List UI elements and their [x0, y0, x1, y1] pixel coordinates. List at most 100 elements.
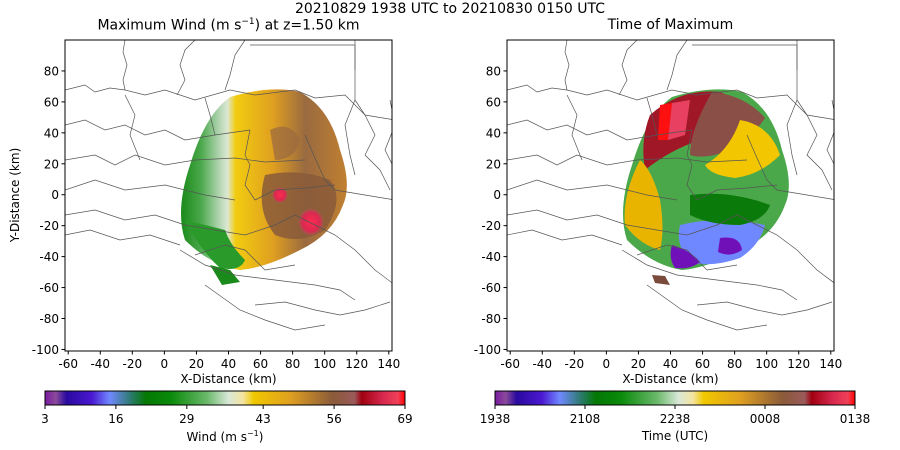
time-region-brown: [690, 92, 765, 157]
map-boundary: [384, 99, 392, 165]
map-boundary: [65, 119, 251, 141]
colorbar-tick-label: 3: [41, 412, 49, 426]
map-boundary: [806, 114, 833, 191]
wind-field-outlier: [210, 265, 240, 285]
y-tick-label: -40: [39, 250, 59, 264]
x-tick-label: -60: [500, 357, 520, 371]
y-tick-label: 60: [44, 95, 59, 109]
map-boundary: [847, 40, 849, 70]
wind-field-brown-north: [270, 126, 300, 160]
colorbar-time: [494, 390, 856, 406]
x-tick-label: 120: [345, 357, 368, 371]
map-boundary: [65, 84, 366, 116]
y-tick-label: -60: [481, 281, 501, 295]
map-boundary: [507, 154, 748, 166]
map-boundary: [736, 214, 834, 284]
colorbar-label-wind: Wind (m s−1): [45, 429, 405, 444]
time-region-purple: [670, 245, 700, 269]
map-boundary: [786, 99, 798, 176]
title-sup: −1: [241, 17, 255, 27]
x-tick-label: 120: [787, 357, 810, 371]
axis-ticks: -60 -40 -20 0 20 40 60 80 100 120 140806040200-20-…: [32, 64, 842, 371]
y-tick-label: -20: [39, 219, 59, 233]
colorbar-wind: [44, 390, 406, 406]
map-boundary: [507, 84, 808, 116]
time-region-outlier: [652, 275, 670, 285]
colorbar-ticks: 3 16 29 43 56 69 1938 2108 2238 0008 0138: [41, 405, 870, 426]
y-tick-label: 0: [493, 188, 501, 202]
map-boundary: [176, 40, 196, 96]
y-tick-label: -60: [39, 281, 59, 295]
map-boundary: [254, 184, 336, 201]
x-tick-label: 40: [221, 357, 236, 371]
time-region-yellow-east: [705, 120, 780, 178]
map-boundary: [65, 229, 181, 246]
x-tick-label: 100: [313, 357, 336, 371]
y-tick-label: 0: [51, 188, 59, 202]
x-tick-label: -40: [90, 357, 110, 371]
colorbar-tick-label: 56: [326, 412, 341, 426]
wind-max-2: [298, 208, 324, 236]
map-boundary: [254, 301, 391, 316]
y-tick-label: -20: [481, 219, 501, 233]
colorbar-tick-label: 0008: [750, 412, 781, 426]
map-boundary: [122, 40, 128, 91]
colorbar-tick-label: 43: [256, 412, 271, 426]
x-tick-label: 80: [727, 357, 742, 371]
colorbar-tick-label: 1938: [480, 412, 511, 426]
map-boundary: [194, 244, 296, 271]
map-boundary: [507, 229, 623, 246]
time-field: [623, 89, 789, 285]
colorbar-label-time: Time (UTC): [641, 429, 709, 443]
y-tick-label: -40: [481, 250, 501, 264]
map-boundary: [566, 94, 583, 161]
map-boundary: [686, 129, 698, 201]
map-boundary: [244, 129, 256, 201]
wind-field-brown-core: [261, 172, 337, 239]
map-boundary: [564, 40, 570, 91]
x-tick-label: 140: [377, 357, 400, 371]
y-tick-label: -80: [39, 312, 59, 326]
wind-field: [181, 89, 347, 285]
time-region-orange-west: [624, 160, 663, 250]
x-tick-label: -40: [532, 357, 552, 371]
colorbar-tick-label: 2238: [660, 412, 691, 426]
x-tick-label: -20: [123, 357, 143, 371]
colorbar-tick-label: 69: [397, 412, 412, 426]
x-tick-label: 20: [631, 357, 646, 371]
colorbar-tick-label: 29: [179, 412, 194, 426]
map-boundary: [666, 40, 688, 91]
xlabel-right: X-Distance (km): [622, 372, 719, 386]
colorbar-tick-label: 2108: [570, 412, 601, 426]
x-tick-label: 140: [819, 357, 842, 371]
title-main: Maximum Wind (m s: [97, 17, 242, 34]
map-boundary: [405, 40, 407, 70]
wind-max-1: [272, 187, 288, 203]
map-boundary: [621, 249, 798, 301]
map-boundary: [507, 209, 738, 236]
x-tick-label: -60: [58, 357, 78, 371]
map-boundary: [179, 249, 356, 301]
panel-title-wind: Maximum Wind (m s−1) at z=1.50 km: [65, 17, 392, 34]
x-tick-label: 100: [755, 357, 778, 371]
map-boundary: [65, 179, 236, 201]
cb-label-main: Wind (m s: [186, 430, 247, 444]
time-region-pink: [668, 100, 690, 140]
y-tick-label: 60: [486, 95, 501, 109]
x-tick-label: -20: [565, 357, 585, 371]
panel-title-time: Time of Maximum: [607, 17, 734, 33]
y-tick-label: 20: [486, 157, 501, 171]
map-boundary: [354, 40, 392, 120]
x-tick-label: 60: [253, 357, 268, 371]
map-boundary: [636, 244, 738, 271]
map-boundary: [746, 134, 834, 200]
y-tick-label: 80: [44, 64, 59, 78]
map-boundary: [65, 209, 296, 236]
map-boundary: [250, 44, 356, 70]
x-tick-label: 20: [189, 357, 204, 371]
time-region-red: [658, 103, 672, 140]
y-tick-label: 20: [44, 157, 59, 171]
wind-field-green-south: [185, 220, 245, 269]
x-tick-label: 0: [603, 357, 611, 371]
